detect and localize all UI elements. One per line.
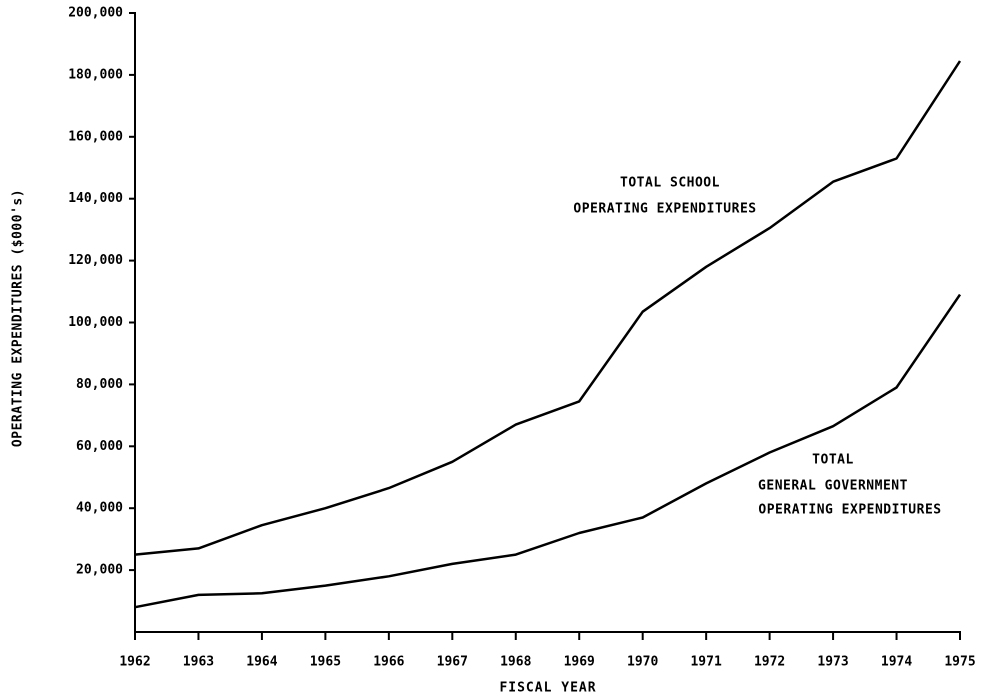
y-tick-label: 180,000 [68,67,123,82]
series-annotation: TOTAL SCHOOL [620,176,720,191]
y-tick-label: 120,000 [68,253,123,268]
x-tick-label: 1975 [944,655,975,670]
y-tick-label: 140,000 [68,191,123,206]
x-tick-label: 1963 [183,655,214,670]
y-tick-label: 160,000 [68,129,123,144]
x-tick-label: 1973 [817,655,848,670]
y-tick-label: 60,000 [76,439,123,454]
series-annotation: OPERATING EXPENDITURES [758,503,941,518]
y-tick-label: 200,000 [68,6,123,21]
x-tick-label: 1969 [564,655,595,670]
x-tick-label: 1964 [246,655,277,670]
x-tick-label: 1968 [500,655,531,670]
y-tick-label: 40,000 [76,501,123,516]
x-tick-label: 1962 [119,655,150,670]
x-axis-title: FISCAL YEAR [499,681,596,696]
series-annotation: TOTAL [812,453,854,468]
x-tick-label: 1965 [310,655,341,670]
x-tick-label: 1971 [690,655,721,670]
series-line [134,293,962,609]
y-axis-title: OPERATING EXPENDITURES ($000's) [11,189,26,447]
y-tick-label: 100,000 [68,315,123,330]
x-tick-label: 1974 [881,655,912,670]
series-annotation: GENERAL GOVERNMENT [758,479,908,494]
x-tick-label: 1970 [627,655,658,670]
y-tick-label: 80,000 [76,377,123,392]
x-tick-label: 1966 [373,655,404,670]
series-annotation: OPERATING EXPENDITURES [573,202,756,217]
y-tick-label: 20,000 [76,563,123,578]
x-tick-label: 1967 [437,655,468,670]
x-tick-label: 1972 [754,655,785,670]
series-line [134,60,962,556]
